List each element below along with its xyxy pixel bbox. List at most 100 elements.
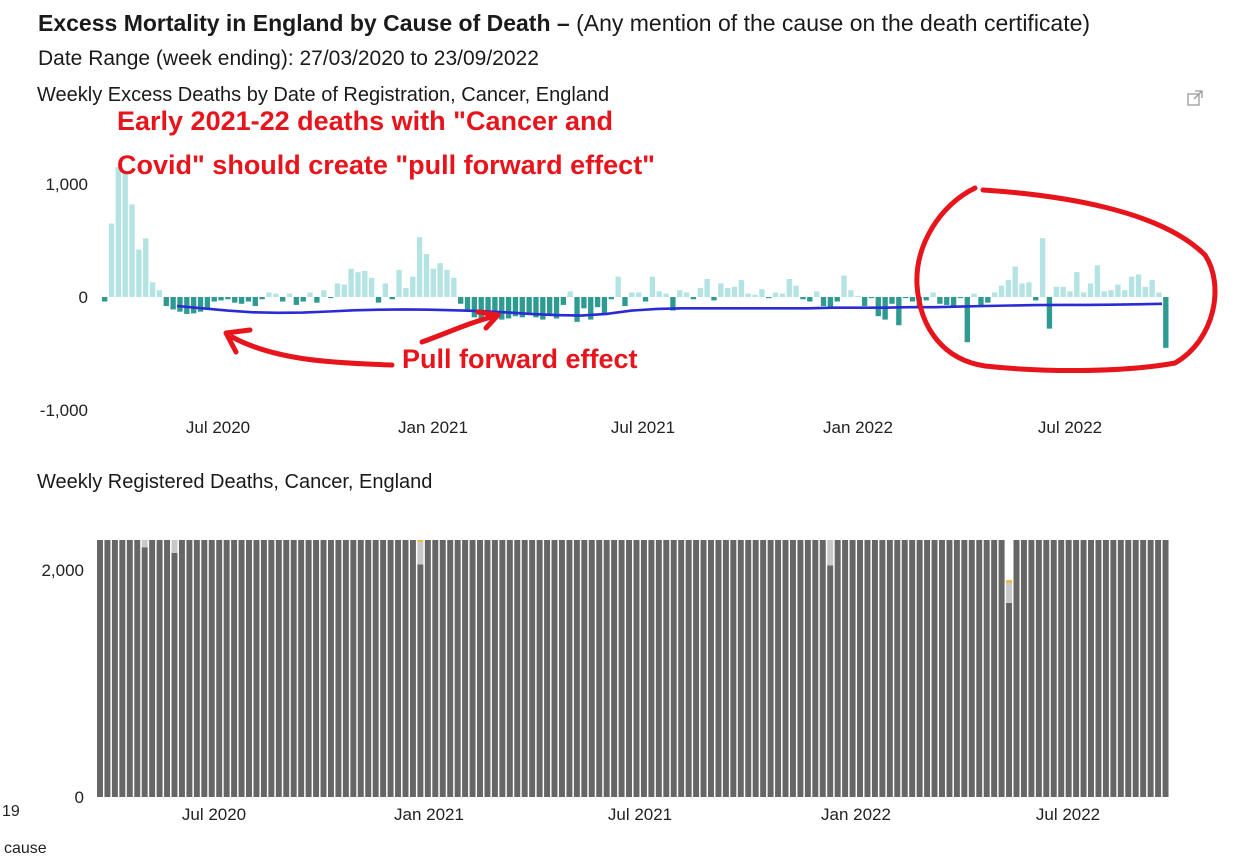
excess-bar — [567, 291, 573, 297]
excess-bar — [1053, 286, 1059, 297]
excess-bar — [204, 297, 211, 309]
excess-bar — [964, 297, 970, 343]
excess-bar — [1012, 266, 1018, 297]
excess-bar — [950, 297, 957, 307]
excess-bar — [1094, 265, 1101, 297]
deaths-bar-base — [395, 540, 402, 797]
deaths-bar-base — [775, 540, 782, 797]
excess-bar — [280, 297, 286, 302]
excess-bar — [526, 297, 532, 316]
excess-bar — [1156, 292, 1162, 297]
deaths-bar-base — [864, 540, 871, 797]
excess-bar — [1046, 297, 1053, 329]
deaths-bar-base — [1162, 540, 1169, 797]
excess-bar — [923, 297, 929, 301]
page-title-note: (Any mention of the cause on the death c… — [576, 10, 1091, 36]
excess-bar — [314, 297, 320, 303]
excess-bar — [341, 284, 347, 297]
excess-bar — [615, 276, 621, 297]
deaths-bar-base — [924, 540, 931, 797]
deaths-bar-base — [1140, 540, 1147, 797]
deaths-bar-base — [976, 540, 983, 797]
excess-bar — [1060, 286, 1066, 297]
excess-bar — [868, 297, 875, 299]
excess-bar — [458, 297, 464, 304]
deaths-bar-base — [1065, 540, 1072, 797]
deaths-bar-base — [260, 540, 267, 797]
excess-bar — [451, 277, 457, 297]
deaths-bar-base — [223, 540, 230, 797]
excess-bar — [410, 276, 416, 297]
deaths-bar-base — [633, 540, 640, 797]
excess-bar — [656, 291, 662, 297]
excess-bar — [286, 293, 293, 297]
deaths-bar-base — [156, 540, 163, 797]
deaths-bar-base — [693, 540, 700, 797]
deaths-bar-base — [849, 540, 856, 797]
deaths-bar-base — [1013, 540, 1020, 797]
excess-bar — [594, 297, 601, 308]
excess-bar — [143, 238, 149, 297]
excess-bar — [581, 297, 587, 309]
excess-bar — [1115, 284, 1121, 297]
deaths-bar-base — [931, 540, 938, 797]
deaths-bar-base — [208, 540, 215, 797]
excess-bar — [738, 280, 745, 297]
deaths-bar-base — [484, 540, 491, 797]
excess-bar — [649, 276, 656, 297]
excess-bar — [177, 297, 183, 312]
excess-bar — [553, 297, 560, 319]
excess-y-tick-label: -1,000 — [40, 401, 88, 420]
expand-icon[interactable] — [1186, 89, 1204, 107]
deaths-bar-base — [514, 540, 521, 797]
deaths-bar-base — [909, 540, 916, 797]
deaths-bar-base — [857, 540, 863, 797]
deaths-bar-covid — [417, 540, 424, 542]
excess-bar — [731, 286, 738, 297]
excess-x-tick-label: Jul 2022 — [1038, 418, 1102, 437]
deaths-bar-base — [365, 540, 372, 797]
excess-bar — [827, 297, 834, 309]
deaths-x-tick-label: Jul 2020 — [182, 805, 246, 824]
deaths-bar-base — [730, 540, 737, 797]
excess-bar — [957, 297, 964, 299]
deaths-bar-base — [782, 540, 789, 797]
deaths-bar-base — [178, 540, 185, 797]
deaths-bar-base — [320, 540, 327, 797]
excess-bar — [191, 297, 197, 314]
excess-bar — [423, 254, 430, 297]
deaths-bar-base — [1073, 540, 1080, 797]
excess-bar — [759, 289, 765, 297]
excess-bar — [122, 172, 128, 297]
excess-bar — [1163, 297, 1169, 348]
excess-bar — [683, 292, 690, 297]
excess-bar — [855, 295, 861, 297]
excess-bar — [711, 297, 717, 301]
excess-bar — [321, 290, 327, 297]
deaths-bar-base — [879, 540, 886, 797]
deaths-bar-base — [708, 540, 714, 797]
deaths-bar-base — [246, 540, 252, 797]
annotation-arrowhead-left — [223, 327, 253, 355]
excess-bar — [601, 297, 608, 314]
excess-bar — [115, 167, 122, 297]
deaths-bar-base — [983, 540, 990, 797]
deaths-bar-base — [491, 540, 498, 797]
annotation-pull-forward: Pull forward effect — [402, 344, 638, 374]
excess-bar — [642, 297, 649, 302]
excess-chart-title: Weekly Excess Deaths by Date of Registra… — [37, 84, 610, 106]
deaths-bar-base — [432, 540, 439, 797]
deaths-bar-base — [596, 540, 603, 797]
excess-bar — [375, 297, 382, 303]
deaths-bar-base — [1058, 540, 1065, 797]
deaths-bar-base — [1155, 540, 1162, 797]
excess-bar — [149, 282, 156, 297]
excess-bar — [416, 237, 423, 297]
deaths-bar-base — [648, 540, 655, 797]
excess-y-tick-label: 1,000 — [45, 175, 88, 194]
deaths-bar-base — [439, 540, 446, 797]
excess-bar — [1101, 291, 1107, 297]
excess-y-tick-label: 0 — [79, 288, 88, 307]
excess-bar — [718, 283, 724, 297]
deaths-bar-base — [268, 540, 275, 797]
